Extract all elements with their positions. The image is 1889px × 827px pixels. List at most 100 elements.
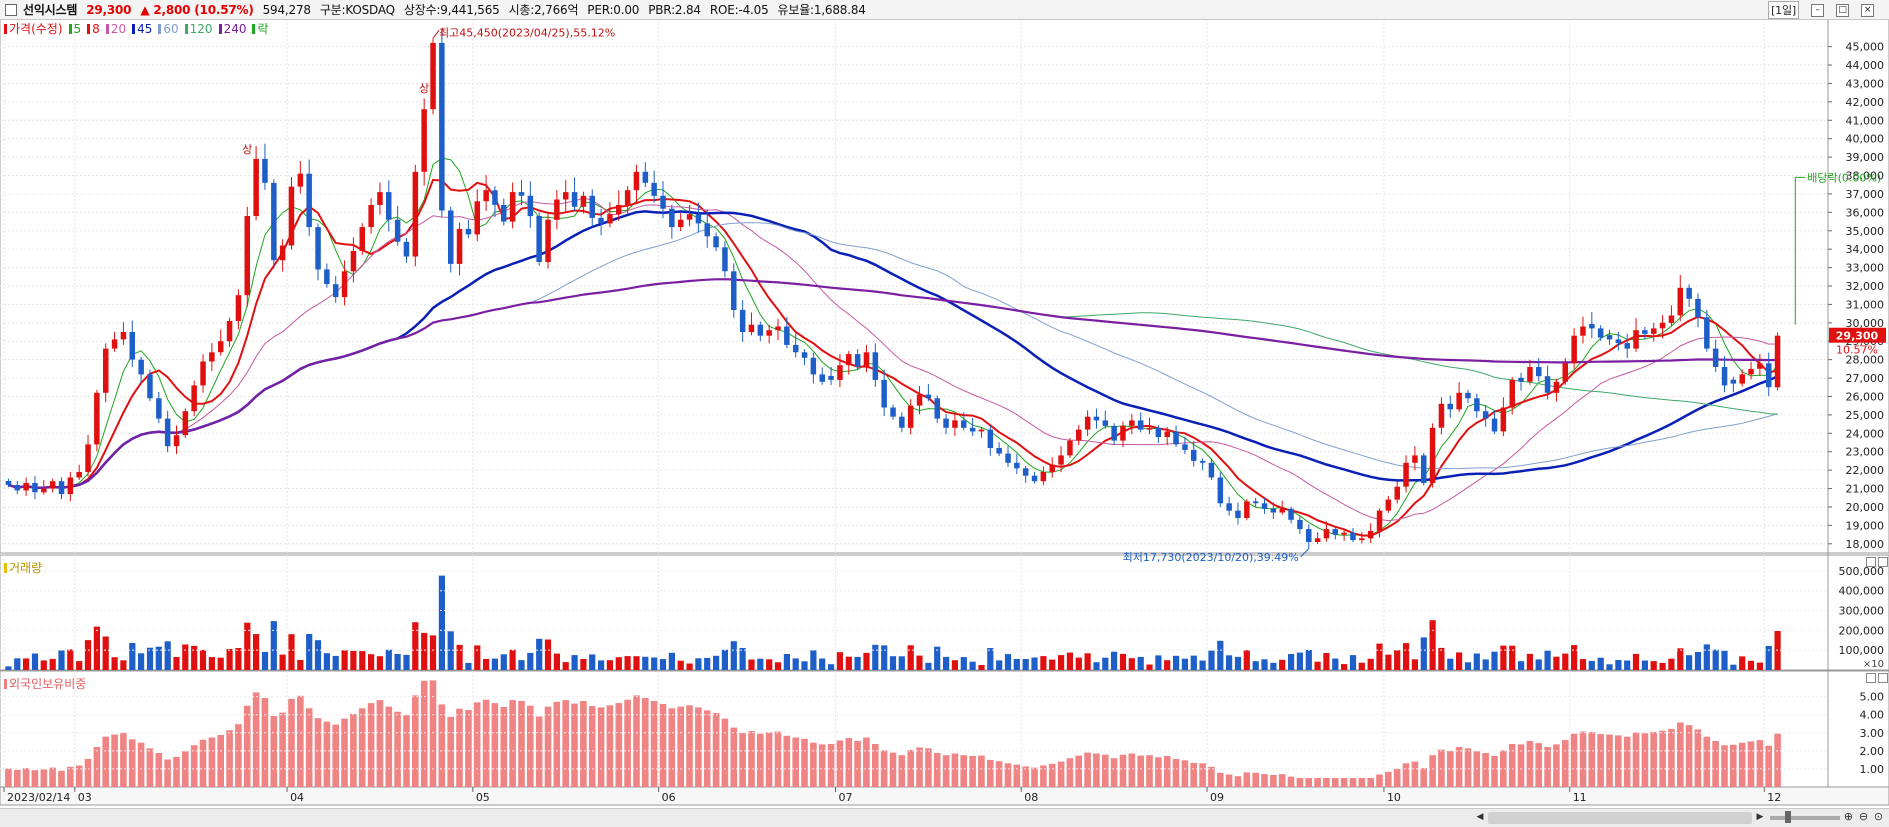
legend-item-ma5[interactable]: 5 — [68, 20, 81, 37]
volume-tick-label: 300,000 — [1839, 605, 1885, 618]
stock-name[interactable]: 선익시스템 — [23, 3, 78, 17]
foreign-bar — [199, 739, 207, 787]
foreign-bar — [1393, 768, 1401, 787]
foreign-bar — [376, 700, 384, 787]
minimize-icon[interactable]: – — [1811, 3, 1824, 17]
foreign-panel-close-icon[interactable] — [1878, 673, 1888, 683]
legend-item-ma240[interactable]: 240 — [218, 20, 247, 37]
volume-bar — [1606, 664, 1613, 670]
foreign-bar — [1721, 745, 1728, 787]
candle-body — [509, 192, 516, 222]
foreign-bar — [1119, 754, 1127, 787]
foreign-panel-minimize-icon[interactable] — [1866, 673, 1876, 683]
foreign-bar — [783, 735, 791, 787]
candle-body — [1615, 339, 1622, 344]
candle-body — [226, 321, 233, 342]
volume-bar — [182, 644, 189, 670]
volume-bar — [598, 660, 605, 670]
legend-item-ma60[interactable]: 60 — [158, 20, 179, 37]
candle-body — [678, 219, 684, 228]
volume-panel-minimize-icon[interactable] — [1866, 557, 1876, 567]
candle-body — [5, 481, 12, 485]
volume-bar — [801, 661, 808, 670]
select-checkbox[interactable] — [5, 3, 17, 16]
legend-item-ma20[interactable]: 20 — [105, 20, 126, 37]
volume-axis: 100,000 200,000 300,000 400,000 500,000 ×10 — [0, 565, 1884, 670]
foreign-bar — [1340, 778, 1348, 787]
zoom-slider-handle[interactable] — [1785, 811, 1791, 823]
foreign-bar — [261, 698, 269, 787]
volume-bar — [31, 653, 39, 670]
foreign-bar — [571, 703, 578, 787]
foreign-bar — [553, 701, 561, 787]
volume-bar — [1677, 648, 1684, 670]
legend-item-ma120[interactable]: 120 — [184, 20, 213, 37]
foreign-bar — [951, 753, 959, 787]
foreign-panel-label[interactable]: 외국인보유비중 — [4, 675, 86, 692]
foreign-bar — [58, 770, 65, 787]
zoom-out-icon[interactable]: ⊖ — [1858, 810, 1869, 823]
volume-panel-close-icon[interactable] — [1878, 557, 1888, 567]
legend-item-ma8[interactable]: 8 — [87, 20, 100, 37]
last-pct-tag: 10.57% — [1836, 344, 1878, 357]
scroll-thumb[interactable] — [1488, 812, 1752, 824]
foreign-bar — [146, 748, 154, 787]
date-tick-label: 10 — [1387, 791, 1401, 804]
foreign-bar — [235, 724, 242, 787]
candle-body — [156, 398, 162, 419]
volume-panel-label[interactable]: 거래량 — [4, 559, 42, 576]
price-tick-label: 20,000 — [1846, 501, 1885, 514]
volume-bar — [509, 649, 516, 670]
volume-bar — [1765, 645, 1772, 670]
candle-body — [1412, 455, 1418, 463]
volume-bar — [217, 657, 224, 670]
volume-bar — [1376, 643, 1383, 670]
foreign-bar — [1411, 761, 1419, 787]
scroll-right-icon[interactable]: ▶ — [1756, 812, 1764, 822]
period-selector[interactable]: [1일] — [1768, 1, 1799, 19]
close-icon[interactable]: × — [1861, 3, 1874, 17]
foreign-bar — [31, 770, 39, 787]
candle-body — [377, 192, 383, 205]
candle-body — [1137, 420, 1144, 430]
candle-body — [1155, 427, 1162, 437]
price-tick-label: 30,000 — [1846, 317, 1885, 330]
candle-body — [1385, 499, 1392, 511]
foreign-bar — [925, 748, 932, 787]
candle-body — [854, 354, 861, 367]
foreign-bar — [872, 744, 879, 787]
candle-body — [1076, 429, 1082, 441]
candle-body — [218, 341, 224, 353]
foreign-bar — [739, 732, 746, 787]
volume-bar — [1526, 653, 1533, 670]
foreign-bar — [1199, 763, 1206, 787]
scroll-left-icon[interactable]: ◀ — [1476, 812, 1484, 822]
ma-line-240 — [8, 278, 1778, 489]
legend-label-ma240: 240 — [223, 21, 247, 36]
foreign-tick-label: 4.00 — [1860, 709, 1885, 722]
foreign-bar — [1040, 765, 1047, 787]
foreign-bar — [1588, 731, 1596, 787]
candle-body — [1067, 440, 1073, 456]
foreign-bar — [1349, 778, 1357, 787]
candle-body — [49, 481, 56, 489]
foreign-bar — [1252, 772, 1259, 787]
volume-bar — [943, 656, 950, 670]
foreign-bar — [305, 708, 313, 787]
foreign-bar — [367, 703, 375, 787]
candle-body — [1633, 330, 1639, 349]
legend-item-ex-dividend[interactable]: 락 — [252, 20, 269, 37]
foreign-bar — [1332, 778, 1339, 787]
foreign-bar — [1526, 741, 1534, 787]
candle-body — [94, 392, 100, 445]
legend-item-ma45[interactable]: 45 — [132, 20, 152, 37]
foreign-bar — [1376, 774, 1383, 787]
volume-bar — [253, 634, 260, 670]
maximize-icon[interactable]: □ — [1836, 3, 1849, 17]
zoom-in-icon[interactable]: ⊕ — [1843, 810, 1854, 823]
volume-bar — [1491, 651, 1498, 670]
zoom-slider[interactable] — [1770, 816, 1840, 820]
zoom-reset-icon[interactable]: ⊙ — [1873, 810, 1884, 823]
legend-item-price[interactable]: 가격(수정) — [4, 20, 63, 37]
